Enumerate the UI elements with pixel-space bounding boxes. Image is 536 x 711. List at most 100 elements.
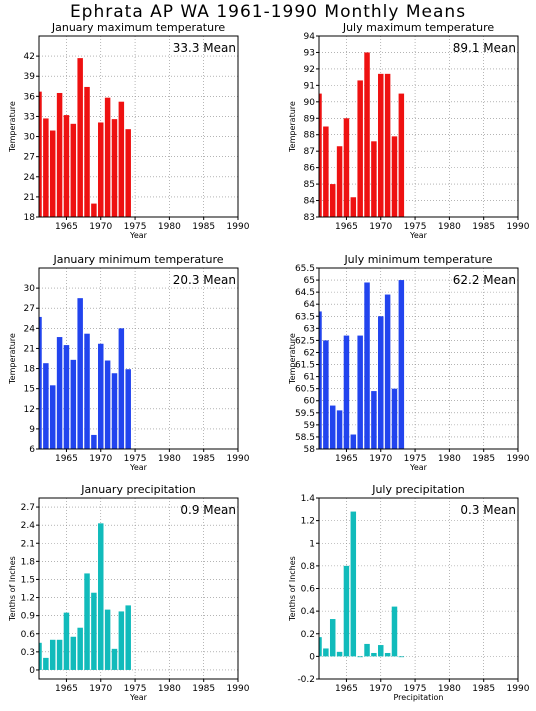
y-tick-label: 18 — [24, 213, 36, 223]
bar — [343, 118, 350, 217]
y-tick-label: 30 — [24, 133, 36, 143]
y-tick-label: 1.4 — [301, 494, 316, 504]
x-tick-label: 1985 — [472, 684, 495, 694]
bar — [84, 333, 90, 449]
bar — [343, 335, 350, 449]
x-tick-label: 1990 — [227, 684, 250, 694]
bar — [118, 101, 125, 217]
x-tick-label: 1985 — [192, 684, 215, 694]
x-tick-label: 1990 — [507, 684, 530, 694]
x-tick-label: 1975 — [404, 222, 427, 232]
y-tick-label: 62.5 — [295, 336, 315, 346]
y-tick-label: 21 — [24, 193, 35, 203]
x-axis-label: Year — [129, 231, 148, 240]
y-tick-label: 64.5 — [295, 288, 315, 298]
y-tick-label: 58 — [304, 445, 316, 455]
chart-title: January precipitation — [80, 483, 196, 496]
x-tick-label: 1975 — [124, 222, 147, 232]
bar — [336, 410, 343, 449]
x-tick-label: 1980 — [158, 222, 181, 232]
chart-title: January maximum temperature — [51, 21, 225, 34]
y-tick-label: 93 — [304, 48, 315, 58]
bar — [371, 652, 377, 657]
bar — [384, 294, 391, 449]
bar — [63, 345, 70, 449]
chart-title: July maximum temperature — [342, 21, 495, 34]
x-axis-label: Year — [409, 463, 428, 472]
y-tick-label: 2.7 — [21, 503, 35, 513]
bar — [70, 123, 77, 217]
bar — [49, 639, 56, 670]
y-tick-label: -0.2 — [297, 675, 315, 685]
x-tick-label: 1975 — [404, 454, 427, 464]
chart-title: July precipitation — [371, 483, 465, 496]
bar — [398, 93, 405, 217]
bar — [364, 643, 370, 657]
chart-title: July minimum temperature — [343, 253, 492, 266]
y-tick-label: 1.2 — [21, 594, 35, 604]
bar — [391, 388, 398, 449]
bar — [63, 115, 70, 217]
y-tick-label: 0.6 — [301, 585, 316, 595]
y-tick-label: 83 — [304, 213, 315, 223]
bar — [319, 311, 322, 449]
x-tick-label: 1985 — [192, 222, 215, 232]
x-tick-label: 1985 — [192, 454, 215, 464]
bar — [118, 611, 125, 670]
chart-panel-3: 6 9 12 15 18 21 24 27 30 1965 1970 1975 1980 1985 1990… — [8, 253, 250, 472]
y-tick-label: 60.5 — [295, 385, 315, 395]
plot-frame — [38, 267, 239, 450]
bar — [384, 73, 391, 217]
bar — [125, 369, 131, 449]
bar — [84, 573, 90, 670]
y-tick-label: 42 — [24, 52, 35, 62]
y-tick-label: 84 — [304, 197, 316, 207]
y-tick-label: 36 — [24, 92, 36, 102]
y-tick-label: 94 — [304, 32, 316, 42]
x-tick-label: 1970 — [369, 222, 392, 232]
bar — [98, 343, 104, 449]
plot-frame — [318, 35, 519, 218]
y-tick-label: 59.5 — [295, 409, 315, 419]
plot-frame — [318, 267, 519, 450]
bar — [329, 405, 336, 449]
bar — [77, 298, 83, 449]
y-tick-label: 1 — [309, 539, 315, 549]
bar — [49, 130, 56, 217]
x-tick-label: 1975 — [124, 454, 147, 464]
bar — [323, 126, 329, 217]
bar — [39, 91, 42, 217]
y-tick-label: 91 — [304, 81, 315, 91]
y-tick-label: 24 — [24, 324, 36, 334]
bar — [350, 511, 357, 657]
bar — [77, 627, 83, 670]
y-tick-label: 63.5 — [295, 312, 315, 322]
bar — [357, 335, 363, 449]
x-tick-label: 1965 — [335, 454, 358, 464]
bar — [111, 648, 118, 670]
y-tick-label: 30 — [24, 284, 36, 294]
x-tick-label: 1965 — [55, 684, 78, 694]
mean-label: 20.3 Mean — [173, 273, 236, 287]
bar — [39, 642, 42, 670]
y-tick-label: 65 — [304, 276, 315, 286]
bar — [350, 197, 357, 217]
bar — [336, 651, 343, 657]
bar — [378, 73, 384, 217]
y-tick-label: 24 — [24, 173, 36, 183]
bar — [49, 385, 56, 449]
mean-label: 89.1 Mean — [453, 41, 516, 55]
x-tick-label: 1990 — [227, 454, 250, 464]
y-tick-label: 64 — [304, 300, 316, 310]
y-tick-label: 0.2 — [301, 630, 315, 640]
bar — [357, 656, 363, 658]
x-tick-label: 1965 — [55, 454, 78, 464]
bar — [384, 652, 391, 657]
bar — [371, 141, 377, 217]
bar — [43, 118, 49, 217]
bar — [391, 606, 398, 657]
y-tick-label: 1.5 — [21, 575, 35, 585]
chart-panel-2: 83 84 85 86 87 88 89 90 91 92 93 94 1965 1970 1975 1980… — [288, 21, 530, 240]
y-tick-label: 92 — [304, 65, 315, 75]
bar — [323, 340, 329, 449]
